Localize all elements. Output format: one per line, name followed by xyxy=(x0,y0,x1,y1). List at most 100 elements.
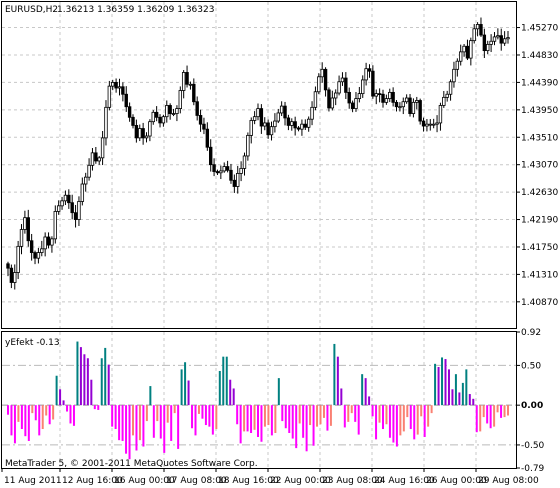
candle-body xyxy=(367,68,372,72)
candle-body xyxy=(252,116,257,121)
candle-body xyxy=(452,68,456,83)
candle-body xyxy=(459,51,463,62)
candle-body xyxy=(337,81,341,94)
candle-body xyxy=(104,106,108,139)
candle-body xyxy=(219,170,223,174)
candle-body xyxy=(394,101,399,108)
price-tick-label: 1.43070 xyxy=(521,161,558,171)
candle-body xyxy=(475,24,480,30)
candle-body xyxy=(212,164,216,172)
candle-body xyxy=(499,35,503,44)
candle-body xyxy=(192,83,196,103)
candle-body xyxy=(469,40,473,59)
candle-body xyxy=(185,72,189,85)
candle-body xyxy=(165,105,169,118)
candle-body xyxy=(100,137,105,159)
candle-body xyxy=(361,79,365,95)
candle-body xyxy=(418,100,422,122)
candle-body xyxy=(357,93,362,100)
indicator-tick-label: 0.00 xyxy=(521,401,543,411)
candle-body xyxy=(411,101,416,114)
candle-body xyxy=(50,238,54,246)
candle-body xyxy=(310,106,314,120)
time-tick-label: 18 Aug 16:00 xyxy=(218,476,279,486)
candle-body xyxy=(421,120,426,127)
indicator-label: yEfekt -0.13 xyxy=(5,338,60,348)
candle-body xyxy=(364,68,368,81)
candle-body xyxy=(87,164,91,178)
candle-body xyxy=(144,135,149,139)
candle-body xyxy=(340,77,345,83)
main-grid xyxy=(2,2,516,328)
candle-body xyxy=(350,102,355,109)
candle-body xyxy=(435,122,439,125)
candle-body xyxy=(168,105,172,114)
candle-body xyxy=(53,211,57,240)
candle-body xyxy=(489,40,493,45)
candle-body xyxy=(388,91,392,100)
candle-body xyxy=(296,127,301,130)
candle-body xyxy=(371,70,375,97)
candle-body xyxy=(131,116,135,126)
candle-body xyxy=(273,120,277,128)
price-tick-label: 1.45270 xyxy=(521,24,558,34)
candle-body xyxy=(330,97,335,109)
candle-body xyxy=(77,201,81,220)
candle-body xyxy=(472,28,476,42)
candle-body xyxy=(465,45,470,59)
candle-body xyxy=(276,112,280,122)
candle-body xyxy=(29,240,34,253)
price-tick-label: 1.43510 xyxy=(521,133,558,143)
candle-body xyxy=(188,83,193,86)
candle-body xyxy=(279,105,284,114)
time-tick-label: 23 Aug 08:00 xyxy=(322,476,383,486)
candle-body xyxy=(181,72,186,91)
candle-body xyxy=(448,81,453,95)
indicator-tick-label: -0.50 xyxy=(521,441,545,451)
candle-body xyxy=(111,82,115,87)
price-tick-label: 1.42630 xyxy=(521,188,558,198)
time-tick-label: 11 Aug 2011 xyxy=(4,476,62,486)
candle-body xyxy=(415,100,419,103)
candle-body xyxy=(266,122,270,136)
time-tick-label: 12 Aug 16:00 xyxy=(62,476,123,486)
candle-body xyxy=(209,146,213,166)
candle-body xyxy=(496,35,500,38)
candle-body xyxy=(141,128,145,139)
candle-body xyxy=(114,82,118,89)
price-tick-label: 1.43950 xyxy=(521,106,558,116)
candle-body xyxy=(198,115,203,125)
candle-body xyxy=(445,93,449,98)
candle-body xyxy=(80,183,85,202)
candle-body xyxy=(232,179,237,187)
symbol-label: EURUSD,H2 xyxy=(5,5,58,15)
candle-body xyxy=(263,122,267,127)
time-tick-label: 24 Aug 16:00 xyxy=(374,476,435,486)
indicator-tick-label: 0.50 xyxy=(521,361,541,371)
candle-body xyxy=(63,194,68,202)
candle-body xyxy=(202,123,206,130)
candle-body xyxy=(43,236,47,250)
candle-body xyxy=(239,168,243,174)
candle-body xyxy=(9,267,14,283)
candle-body xyxy=(124,93,128,108)
indicator-tick-label: -0.79 xyxy=(521,464,545,474)
candle-body xyxy=(259,108,264,127)
candle-body xyxy=(171,113,176,115)
candle-body xyxy=(70,202,74,214)
candle-body xyxy=(354,98,358,109)
candle-body xyxy=(334,92,338,99)
candle-body xyxy=(225,166,230,171)
candle-body xyxy=(107,85,112,108)
copyright-footer: MetaTrader 5, © 2001-2011 MetaQuotes Sof… xyxy=(5,459,258,469)
price-tick-label: 1.41750 xyxy=(521,243,558,253)
candle-body xyxy=(175,108,179,114)
candle-body xyxy=(33,252,37,259)
candle-body xyxy=(73,212,78,220)
candle-body xyxy=(242,155,247,169)
candle-body xyxy=(148,121,152,137)
time-tick-label: 16 Aug 00:00 xyxy=(114,476,175,486)
candle-body xyxy=(327,89,331,109)
